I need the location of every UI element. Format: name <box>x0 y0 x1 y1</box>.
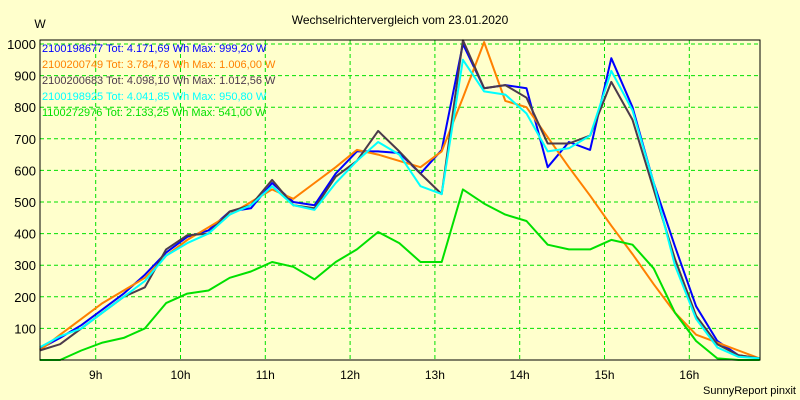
y-tick-label: 300 <box>14 258 36 273</box>
series-lines <box>39 39 761 361</box>
x-tick-label: 10h <box>170 368 190 382</box>
legend-entry-2100198925: 2100198925 Tot: 4.041,85 Wh Max: 950,80 … <box>42 91 267 103</box>
x-tick-label: 16h <box>679 368 699 382</box>
footer-credit: SunnyReport pinxit <box>703 385 796 397</box>
legend-entry-1100272976: 1100272976 Tot: 2.133,25 Wh Max: 541,00 … <box>42 107 266 119</box>
y-tick-label: 600 <box>14 163 36 178</box>
y-axis-label: W <box>34 17 46 31</box>
series-line-2100198925 <box>39 58 760 360</box>
y-tick-label: 800 <box>14 100 36 115</box>
chart-title: Wechselrichtervergleich vom 23.01.2020 <box>292 13 509 27</box>
y-tick-label: 200 <box>14 290 36 305</box>
x-tick-label: 11h <box>256 368 275 382</box>
x-tick-label: 15h <box>594 368 614 382</box>
y-tick-label: 500 <box>14 195 36 210</box>
x-tick-label: 14h <box>510 368 530 382</box>
series-line-2100200683 <box>39 39 760 360</box>
axis-ticks: 100 200 300 400 500 600 700 800 900 1000 9h 10h 11h 1… <box>7 37 699 382</box>
y-tick-label: 700 <box>14 132 36 147</box>
y-tick-label: 400 <box>14 227 36 242</box>
legend-entry-2100198677: 2100198677 Tot: 4.171,69 Wh Max: 999,20 … <box>42 43 267 55</box>
grid-lines <box>40 40 760 360</box>
x-tick-label: 9h <box>89 368 102 382</box>
legend-entry-2100200749: 2100200749 Tot: 3.784,78 Wh Max: 1.006,0… <box>42 59 276 71</box>
y-tick-label: 100 <box>14 321 36 336</box>
plot-frame <box>39 39 761 361</box>
series-line-1100272976 <box>39 188 760 361</box>
x-tick-label: 12h <box>340 368 360 382</box>
y-tick-label: 1000 <box>7 37 36 52</box>
legend: 2100198677 Tot: 4.171,69 Wh Max: 999,20 … <box>42 43 276 119</box>
y-tick-label: 900 <box>14 69 36 84</box>
legend-entry-2100200683: 2100200683 Tot: 4.098,10 Wh Max: 1.012,5… <box>42 75 276 87</box>
x-tick-label: 13h <box>425 368 445 382</box>
